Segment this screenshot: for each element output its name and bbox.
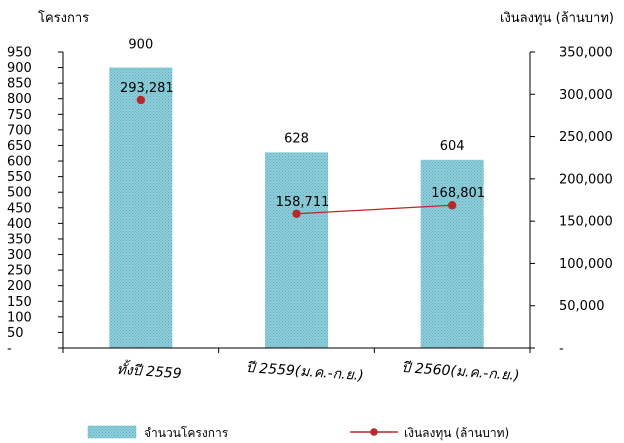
- line-point: [292, 209, 301, 218]
- y-left-tick-label: 450: [7, 201, 32, 216]
- legend-label-bar: จำนวนโครงการ: [144, 426, 229, 440]
- y-left-tick-label: 600: [7, 155, 32, 170]
- legend-swatch-bar: [87, 425, 137, 439]
- bar-value-label: 900: [128, 38, 153, 53]
- line-value-label: 168,801: [431, 186, 485, 201]
- x-category-label: ปี 2560(ม.ค.-ก.ย.): [401, 360, 520, 384]
- x-category-label: ทั้งปี 2559: [116, 359, 182, 382]
- legend-swatch-marker: [370, 428, 378, 436]
- line-point: [136, 95, 146, 105]
- y-left-tick-label: 500: [7, 186, 32, 201]
- y-right-tick-label: 150,000: [559, 215, 613, 230]
- y-right-tick-label: 300,000: [559, 88, 613, 103]
- y-left-tick-label: 350: [7, 232, 32, 247]
- y-left-tick-label: 650: [7, 139, 32, 154]
- bar-value-label: 628: [284, 131, 309, 146]
- bar-series: 900 628 604: [109, 38, 484, 348]
- bar-value-label: 604: [440, 139, 465, 154]
- y-right-tick-label: 200,000: [559, 172, 613, 187]
- y-right-axis-title: เงินลงทุน (ล้านบาท): [500, 11, 614, 26]
- y-right-tick-label: 100,000: [559, 257, 613, 272]
- legend: จำนวนโครงการ เงินลงทุน (ล้านบาท): [87, 425, 509, 441]
- y-left-tick-label: 850: [7, 77, 32, 92]
- y-left-tick-label: 700: [7, 123, 32, 138]
- line-value-label: 293,281: [120, 81, 174, 96]
- line-series: 293,281 158,711 168,801: [120, 81, 485, 218]
- line-point: [447, 201, 457, 210]
- y-left-tick-label: 250: [7, 264, 32, 279]
- y-left-tick-label: 950: [7, 46, 32, 61]
- y-left-tick-label: 400: [7, 217, 32, 232]
- y-left-tick-label: 750: [7, 108, 32, 123]
- y-right-tick-label: 50,000: [559, 299, 605, 314]
- y-right-tick-label: 250,000: [559, 130, 613, 145]
- y-left-tick-label: 200: [7, 279, 32, 294]
- y-left-tick-label: 900: [7, 61, 32, 76]
- bar: [265, 152, 328, 348]
- bar: [420, 159, 484, 348]
- y-left-tick-label: 800: [7, 92, 32, 107]
- legend-label-line: เงินลงทุน (ล้านบาท): [404, 426, 509, 441]
- y-left-tick-label: 100: [7, 310, 32, 325]
- y-left-tick-label: 300: [7, 248, 32, 263]
- bar: [109, 67, 173, 348]
- y-right-tick-label: 350,000: [559, 46, 613, 61]
- line-segment: [296, 204, 453, 215]
- y-left-tick-label: 50: [7, 326, 24, 341]
- line-value-label: 158,711: [276, 195, 330, 210]
- x-category-label: ปี 2559(ม.ค.-ก.ย.): [245, 360, 364, 384]
- y-left-tick-label: 150: [7, 295, 32, 310]
- y-left-tick-label: -: [7, 342, 12, 357]
- y-right-tick-label: -: [559, 342, 564, 357]
- y-left-tick-label: 550: [7, 170, 32, 185]
- y-left-axis-title: โครงการ: [38, 10, 89, 26]
